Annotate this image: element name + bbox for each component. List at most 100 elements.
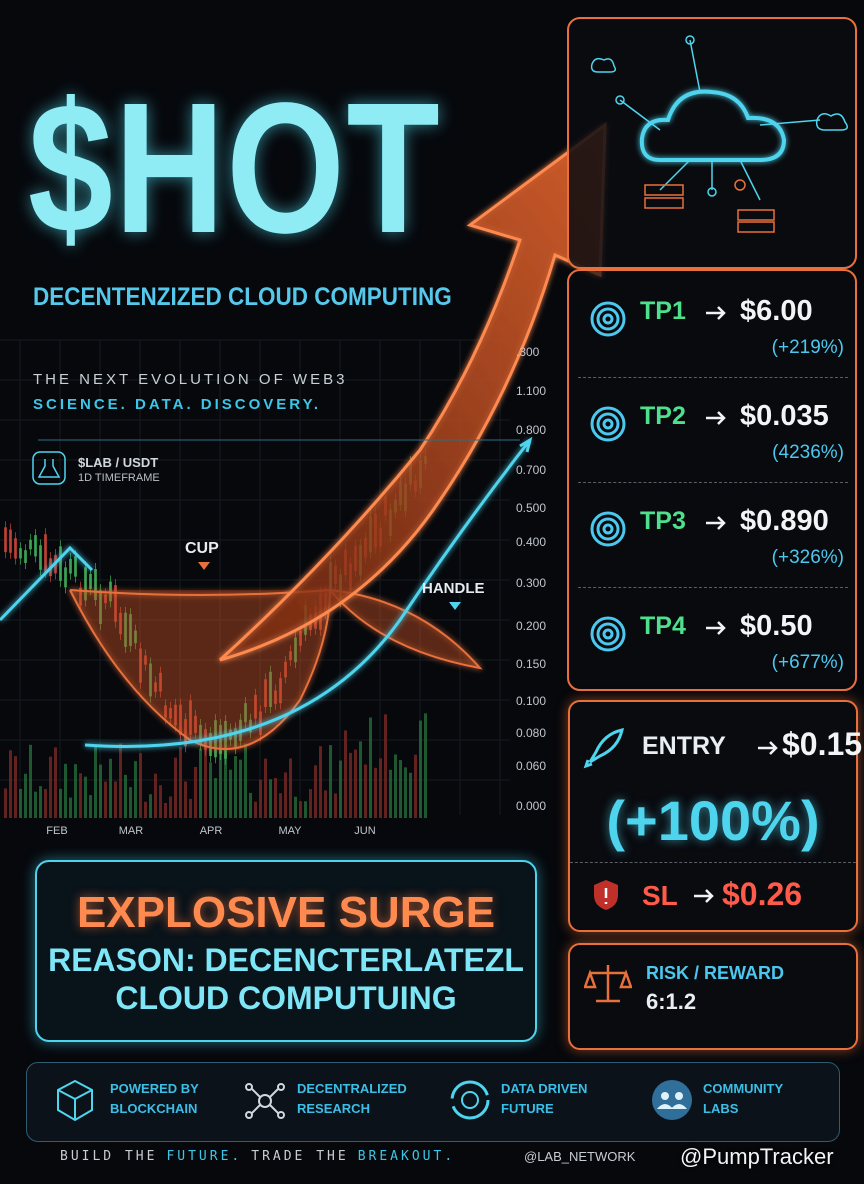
candle-body xyxy=(9,529,12,553)
arrow xyxy=(706,306,726,320)
arrow-shape xyxy=(706,621,726,635)
y-label: 0.060 xyxy=(516,759,547,773)
volume-bar xyxy=(24,773,27,818)
volume-bar xyxy=(389,769,392,818)
target-change: (+326%) xyxy=(771,547,844,568)
motto: SCIENCE. DATA. DISCOVERY. xyxy=(33,396,322,413)
y-label: 0.500 xyxy=(516,501,547,515)
feature: POWERED BY BLOCKCHAIN xyxy=(110,1079,199,1119)
volume-bar xyxy=(209,762,212,818)
x-label: MAR xyxy=(118,825,144,837)
volume-bar xyxy=(9,750,12,818)
volume-bar xyxy=(304,801,307,818)
divider xyxy=(578,377,848,378)
slogan-part: BREAKOUT. xyxy=(357,1149,456,1164)
volume-bar xyxy=(324,790,327,818)
volume-bar xyxy=(344,730,347,818)
feature-line: FUTURE xyxy=(501,1101,554,1116)
volume-bar xyxy=(124,774,127,818)
volume-bar xyxy=(374,767,377,818)
reason-line: REASON: DECENCTERLATEZL xyxy=(48,942,524,978)
volume-bar xyxy=(244,743,247,818)
candle-body xyxy=(39,545,42,570)
trend-curve xyxy=(84,439,532,748)
handle: @LAB_NETWORK xyxy=(524,1149,636,1164)
target-ring xyxy=(602,628,614,640)
volume-bar xyxy=(229,769,232,818)
rocket-icon xyxy=(583,728,624,769)
volume-bar xyxy=(139,753,142,818)
volume-bar xyxy=(399,760,402,818)
feature-line: RESEARCH xyxy=(297,1101,370,1116)
feature-line: LABS xyxy=(703,1101,739,1116)
volume-bar xyxy=(239,759,242,818)
volume-bar xyxy=(34,791,37,818)
arrow xyxy=(694,889,714,903)
volume-bar xyxy=(224,753,227,818)
volume-bars xyxy=(4,713,427,818)
y-label: 0.800 xyxy=(516,423,547,437)
target-price: $0.035 xyxy=(740,400,829,432)
shield-icon xyxy=(594,880,618,910)
volume-bar xyxy=(269,779,272,818)
y-label: 0.300 xyxy=(516,576,547,590)
volume-bar xyxy=(299,801,302,818)
volume-bar xyxy=(329,745,332,818)
y-label: 0.400 xyxy=(516,535,547,549)
x-label: APR xyxy=(199,825,223,837)
target-row: TP3 $0.890 (+326%) xyxy=(584,493,844,593)
volume-bar xyxy=(179,747,182,818)
volume-bar xyxy=(74,764,77,818)
timeframe: 1D TIMEFRAME xyxy=(78,472,160,484)
risk-label: RISK / REWARD xyxy=(646,963,785,983)
entry-label: ENTRY xyxy=(642,732,726,760)
cube-icon xyxy=(57,1079,93,1122)
target-icon xyxy=(590,301,626,337)
arrow xyxy=(758,741,778,755)
volume-bar xyxy=(234,756,237,818)
target-label: TP1 xyxy=(640,297,686,325)
volume-bar xyxy=(44,789,47,818)
volume-bar xyxy=(254,801,257,818)
scale-icon xyxy=(584,965,632,1003)
candle-body xyxy=(24,550,27,563)
slogan: BUILD THE FUTURE. TRADE THE BREAKOUT. xyxy=(60,1149,464,1164)
volume-bar xyxy=(114,781,117,818)
pair: $LAB / USDT xyxy=(78,455,159,470)
volume-bar xyxy=(249,792,252,818)
annotation: HANDLE xyxy=(422,580,485,597)
arrow xyxy=(706,621,726,635)
volume-bar xyxy=(294,796,297,818)
target-change: (4236%) xyxy=(772,442,844,463)
entry-box: ENTRY $0.15 (+100%) SL $0.26 xyxy=(568,700,862,932)
entry-change: (+100%) xyxy=(606,789,820,852)
target-ring xyxy=(596,307,620,331)
trend-head xyxy=(519,436,533,453)
candle-body xyxy=(59,546,62,581)
reason-box: EXPLOSIVE SURGE REASON: DECENCTERLATEZL … xyxy=(35,860,537,1042)
volume-bar xyxy=(384,714,387,818)
candle-body xyxy=(64,567,67,588)
target-price: $0.50 xyxy=(740,610,813,642)
slogan-part: BUILD THE xyxy=(60,1149,158,1164)
volume-bar xyxy=(199,748,202,818)
feature-line: DECENTRALIZED xyxy=(297,1081,407,1096)
volume-bar xyxy=(99,764,102,818)
y-label: .300 xyxy=(516,345,540,359)
target-ring xyxy=(602,523,614,535)
y-label: 0.100 xyxy=(516,694,547,708)
x-label: MAY xyxy=(278,825,302,837)
cup-marker xyxy=(198,562,210,570)
target-icon xyxy=(590,616,626,652)
volume-bar xyxy=(354,749,357,818)
volume-bar xyxy=(404,767,407,818)
volume-bar xyxy=(154,773,157,818)
volume-bar xyxy=(214,778,217,818)
arrow-shape xyxy=(706,411,726,425)
volume-bar xyxy=(19,788,22,818)
target-label: TP4 xyxy=(640,612,686,640)
target-ring xyxy=(590,616,626,652)
target-price: $0.890 xyxy=(740,505,829,537)
feature: DECENTRALIZED RESEARCH xyxy=(297,1079,407,1119)
